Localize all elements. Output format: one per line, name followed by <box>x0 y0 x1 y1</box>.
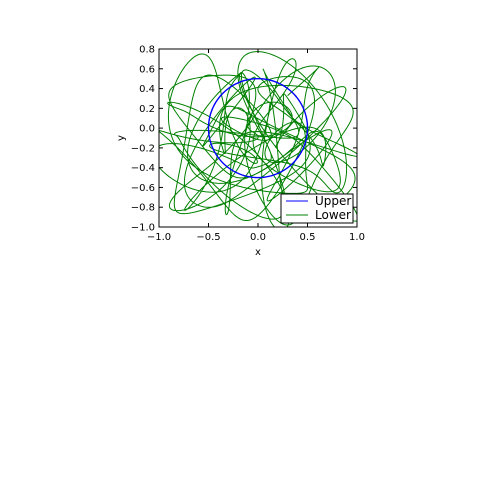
y-axis-label: y <box>116 135 127 141</box>
series-layer <box>159 51 357 227</box>
x-tick-label: −1.0 <box>147 232 171 243</box>
x-axis-label: x <box>255 247 261 258</box>
x-tick-label: 0.5 <box>300 232 316 243</box>
x-axis: −1.0 −0.5 0.0 0.5 1.0 <box>147 49 365 243</box>
y-tick-label: 0.0 <box>139 124 155 135</box>
y-tick-label: 0.4 <box>139 84 155 95</box>
x-tick-label: −0.5 <box>196 232 220 243</box>
x-tick-label: 1.0 <box>349 232 365 243</box>
series-lower-line <box>159 51 357 227</box>
x-tick-label: 0.0 <box>250 232 266 243</box>
y-tick-label: −0.6 <box>131 183 155 194</box>
y-tick-label: −0.4 <box>131 163 155 174</box>
y-tick-label: 0.2 <box>139 104 155 115</box>
series-upper-line <box>207 77 309 179</box>
y-axis: 0.8 0.6 0.4 0.2 0.0 −0.2 −0.4 −0.6 −0.8 −1.0 <box>131 45 357 234</box>
y-tick-label: −0.8 <box>131 203 155 214</box>
y-tick-label: −0.2 <box>131 143 155 154</box>
y-tick-label: 0.6 <box>139 64 155 75</box>
legend: Upper Lower <box>280 193 354 224</box>
legend-upper-label: Upper <box>315 194 351 208</box>
y-tick-label: −1.0 <box>131 223 155 234</box>
y-tick-label: 0.8 <box>139 45 155 56</box>
legend-lower-label: Lower <box>315 208 351 222</box>
legend-box <box>280 193 354 224</box>
